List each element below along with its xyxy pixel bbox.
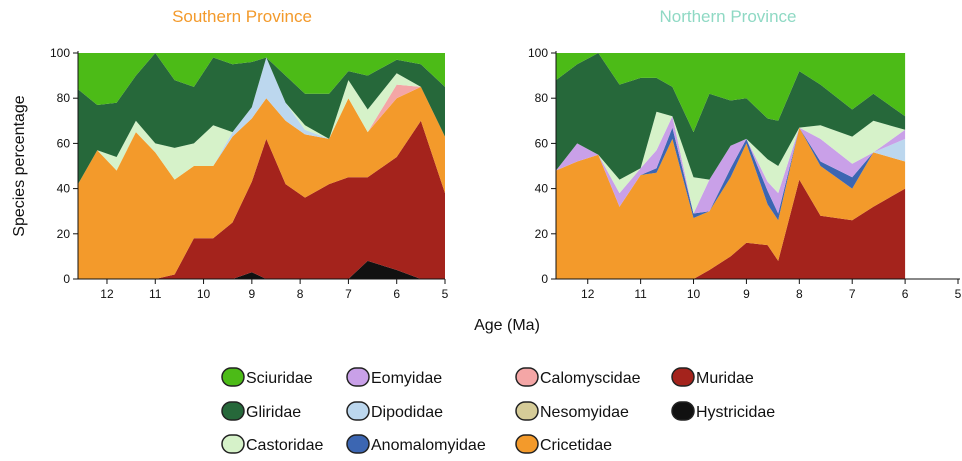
area — [78, 86, 445, 280]
legend-label: Anomalomyidae — [371, 437, 486, 454]
x-tick-label: 9 — [248, 287, 255, 301]
x-tick-label: 10 — [197, 287, 211, 301]
area — [556, 127, 906, 221]
x-tick-label: 12 — [581, 287, 595, 301]
legend-swatch — [515, 401, 539, 421]
legend-swatch — [671, 401, 695, 421]
area — [556, 179, 906, 279]
y-tick-label: 40 — [535, 182, 549, 196]
y-tick-label: 0 — [541, 272, 548, 286]
x-tick-label: 8 — [297, 287, 304, 301]
legend-swatch — [671, 367, 695, 387]
area — [78, 57, 445, 185]
x-tick-label: 12 — [100, 287, 114, 301]
x-tick-label: 5 — [442, 287, 449, 301]
legend-label: Castoridae — [246, 437, 323, 454]
x-tick-label: 10 — [687, 287, 701, 301]
legend-swatch — [515, 367, 539, 387]
x-tick-label: 7 — [345, 287, 352, 301]
y-tick-label: 60 — [535, 136, 549, 150]
legend-label: Dipodidae — [371, 404, 443, 421]
y-tick-label: 100 — [50, 46, 70, 60]
y-tick-label: 0 — [63, 272, 70, 286]
area — [78, 260, 445, 279]
legend-swatch — [221, 434, 245, 454]
y-tick-label: 40 — [57, 182, 71, 196]
area — [78, 120, 445, 279]
x-tick-label: 9 — [743, 287, 750, 301]
area — [556, 53, 906, 180]
area — [78, 57, 445, 185]
legend-swatch — [346, 401, 370, 421]
legend-swatch — [221, 401, 245, 421]
legend-label: Gliridae — [246, 404, 301, 421]
y-tick-label: 80 — [57, 91, 71, 105]
legend-label: Muridae — [696, 370, 754, 387]
chart-title: Southern Province — [172, 7, 312, 26]
legend-label: Nesomyidae — [540, 404, 629, 421]
chart-title: Northern Province — [659, 7, 796, 26]
x-tick-label: 7 — [849, 287, 856, 301]
area — [556, 111, 906, 214]
y-tick-label: 100 — [528, 46, 548, 60]
y-tick-label: 60 — [57, 136, 71, 150]
x-tick-label: 11 — [149, 287, 162, 301]
legend-label: Eomyidae — [371, 370, 442, 387]
legend-label: Hystricidae — [696, 404, 775, 421]
x-axis-label: Age (Ma) — [474, 317, 540, 334]
x-tick-label: 8 — [796, 287, 803, 301]
legend-label: Sciuridae — [246, 370, 313, 387]
legend-label: Cricetidae — [540, 437, 612, 454]
x-tick-label: 5 — [955, 287, 962, 301]
y-tick-label: 80 — [535, 91, 549, 105]
y-tick-label: 20 — [57, 227, 71, 241]
area — [556, 127, 906, 279]
x-tick-label: 6 — [393, 287, 400, 301]
area — [556, 53, 906, 133]
legend-swatch — [346, 434, 370, 454]
legend-swatch — [221, 367, 245, 387]
area — [556, 116, 906, 214]
y-tick-label: 20 — [535, 227, 549, 241]
area — [78, 53, 445, 105]
y-axis-label: Species percentage — [11, 95, 28, 237]
legend-label: Calomyscidae — [540, 370, 641, 387]
legend-swatch — [515, 434, 539, 454]
x-tick-label: 6 — [902, 287, 909, 301]
area — [78, 53, 445, 185]
legend-swatch — [346, 367, 370, 387]
x-tick-label: 11 — [634, 287, 647, 301]
